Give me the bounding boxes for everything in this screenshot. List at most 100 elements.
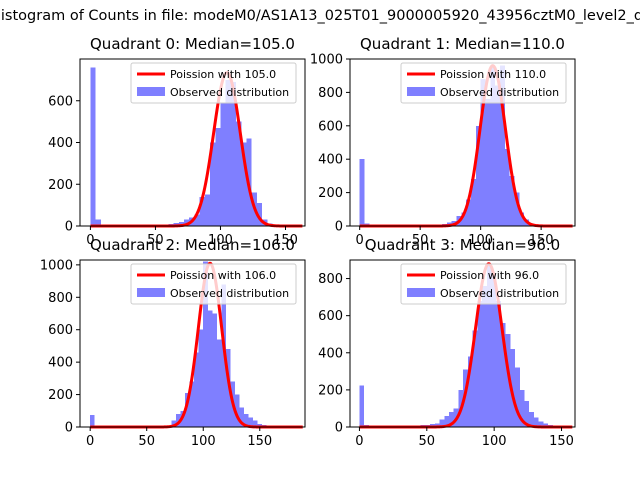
legend-observed-swatch bbox=[137, 288, 165, 297]
histogram-bar bbox=[529, 412, 534, 427]
histogram-bar bbox=[496, 300, 501, 427]
histogram-bar bbox=[215, 127, 221, 226]
histogram-bar bbox=[444, 415, 450, 427]
legend-observed-swatch bbox=[137, 87, 165, 96]
histogram-bar bbox=[515, 367, 520, 427]
histogram-bar bbox=[519, 389, 525, 427]
y-tick-label: 600 bbox=[318, 119, 343, 134]
histogram-bar bbox=[477, 300, 483, 427]
histogram-bar bbox=[475, 125, 481, 226]
histogram-bar bbox=[171, 420, 177, 427]
histogram-bar bbox=[95, 219, 101, 226]
histogram-bar bbox=[225, 79, 231, 226]
subplot-quadrant-2: 0 50 100 150 0 200 400 600 800 1000 Poission with … bbox=[40, 258, 306, 449]
y-tick-label: 0 bbox=[335, 421, 343, 436]
x-tick-label: 50 bbox=[147, 233, 164, 248]
histogram-bar bbox=[482, 285, 487, 427]
histogram-bar bbox=[485, 99, 491, 226]
y-tick-label: 800 bbox=[318, 86, 343, 101]
histogram-bar bbox=[252, 420, 258, 427]
histogram-bar bbox=[359, 159, 365, 226]
x-tick-label: 100 bbox=[468, 233, 493, 248]
histogram-bar bbox=[472, 330, 478, 427]
legend-observed-label: Observed distribution bbox=[170, 287, 289, 300]
subplot-quadrant-3: 0 50 100 150 0 200 400 600 800 Poission with 96.0… bbox=[318, 259, 576, 449]
histogram-bar bbox=[194, 214, 200, 226]
histogram-bar bbox=[486, 263, 492, 427]
x-tick-label: 100 bbox=[191, 434, 216, 449]
y-tick-label: 0 bbox=[65, 220, 73, 235]
x-tick-label: 0 bbox=[356, 233, 364, 248]
histogram-bar bbox=[185, 392, 190, 427]
histogram-bar bbox=[256, 203, 263, 226]
histogram-bar bbox=[434, 423, 440, 427]
x-tick-label: 150 bbox=[529, 233, 554, 248]
histogram-bar bbox=[467, 356, 473, 427]
subplot-quadrant-1: 0 50 100 150 0 200 400 600 800 1000 Poission with … bbox=[310, 53, 576, 248]
axes-frame bbox=[349, 58, 576, 227]
subplot-title-2: Quadrant 2: Median=106.0 bbox=[90, 236, 295, 254]
histogram-bar bbox=[210, 142, 216, 226]
histogram-bar bbox=[439, 419, 445, 427]
histogram-bar bbox=[533, 417, 539, 427]
histogram-bar bbox=[519, 212, 525, 226]
legend-poisson-label: Poission with 96.0 bbox=[440, 269, 539, 282]
axes-frame bbox=[349, 259, 576, 428]
histogram-bar bbox=[203, 261, 208, 427]
legend-poisson-label: Poission with 105.0 bbox=[170, 68, 276, 81]
histogram-bar bbox=[461, 212, 467, 226]
histogram-bar bbox=[510, 349, 516, 427]
x-tick-label: 50 bbox=[412, 233, 429, 248]
legend-observed-label: Observed distribution bbox=[170, 86, 289, 99]
legend-observed-swatch bbox=[407, 87, 435, 96]
y-tick-label: 200 bbox=[318, 186, 343, 201]
legend-observed-label: Observed distribution bbox=[440, 287, 559, 300]
histogram-bar bbox=[495, 85, 500, 226]
histogram-bar bbox=[500, 323, 506, 427]
legend-box bbox=[400, 263, 567, 305]
histogram-bar bbox=[204, 194, 211, 226]
histogram-bar bbox=[225, 349, 231, 427]
y-tick-label: 0 bbox=[335, 220, 343, 235]
histogram-bar bbox=[248, 417, 253, 427]
y-tick-label: 200 bbox=[318, 383, 343, 398]
histogram-bar bbox=[504, 149, 510, 226]
y-tick-label: 400 bbox=[318, 153, 343, 168]
x-tick-label: 150 bbox=[549, 434, 574, 449]
histogram-bar bbox=[90, 414, 95, 427]
y-tick-label: 400 bbox=[48, 136, 73, 151]
x-tick-label: 150 bbox=[273, 233, 298, 248]
histogram-bar bbox=[470, 179, 476, 226]
histogram-bar bbox=[490, 65, 496, 227]
histogram-bar bbox=[509, 175, 515, 226]
histogram-bar bbox=[505, 334, 511, 427]
histogram-bar bbox=[524, 401, 530, 427]
histogram-bar bbox=[243, 414, 249, 427]
histogram-bar bbox=[194, 352, 199, 427]
x-tick-label: 0 bbox=[86, 434, 94, 449]
legend-poisson-label: Poission with 110.0 bbox=[440, 68, 546, 81]
histogram-bar bbox=[207, 310, 213, 427]
histogram-bar bbox=[212, 313, 217, 427]
histogram-bar bbox=[230, 81, 237, 227]
histogram-bar bbox=[199, 196, 205, 226]
histogram-bar bbox=[90, 67, 96, 226]
histogram-bar bbox=[198, 329, 204, 427]
legend-observed-swatch bbox=[407, 288, 435, 297]
histogram-bar bbox=[234, 394, 240, 427]
y-tick-label: 1000 bbox=[310, 53, 343, 68]
histogram-bar bbox=[216, 339, 222, 427]
x-tick-label: 50 bbox=[138, 434, 155, 449]
x-tick-label: 150 bbox=[247, 434, 272, 449]
figure-title: Histogram of Counts in file: modeM0/AS1A… bbox=[0, 8, 640, 24]
histogram-bar bbox=[220, 102, 226, 226]
y-tick-label: 400 bbox=[48, 356, 73, 371]
subplot-quadrant-0: 0 50 100 150 0 200 400 600 Poission with 105.0 Ob… bbox=[48, 58, 306, 248]
histogram-bar bbox=[449, 412, 454, 427]
x-tick-label: 0 bbox=[355, 434, 363, 449]
subplot-title-0: Quadrant 0: Median=105.0 bbox=[90, 35, 295, 53]
y-tick-label: 800 bbox=[318, 272, 343, 287]
y-tick-label: 200 bbox=[48, 178, 73, 193]
